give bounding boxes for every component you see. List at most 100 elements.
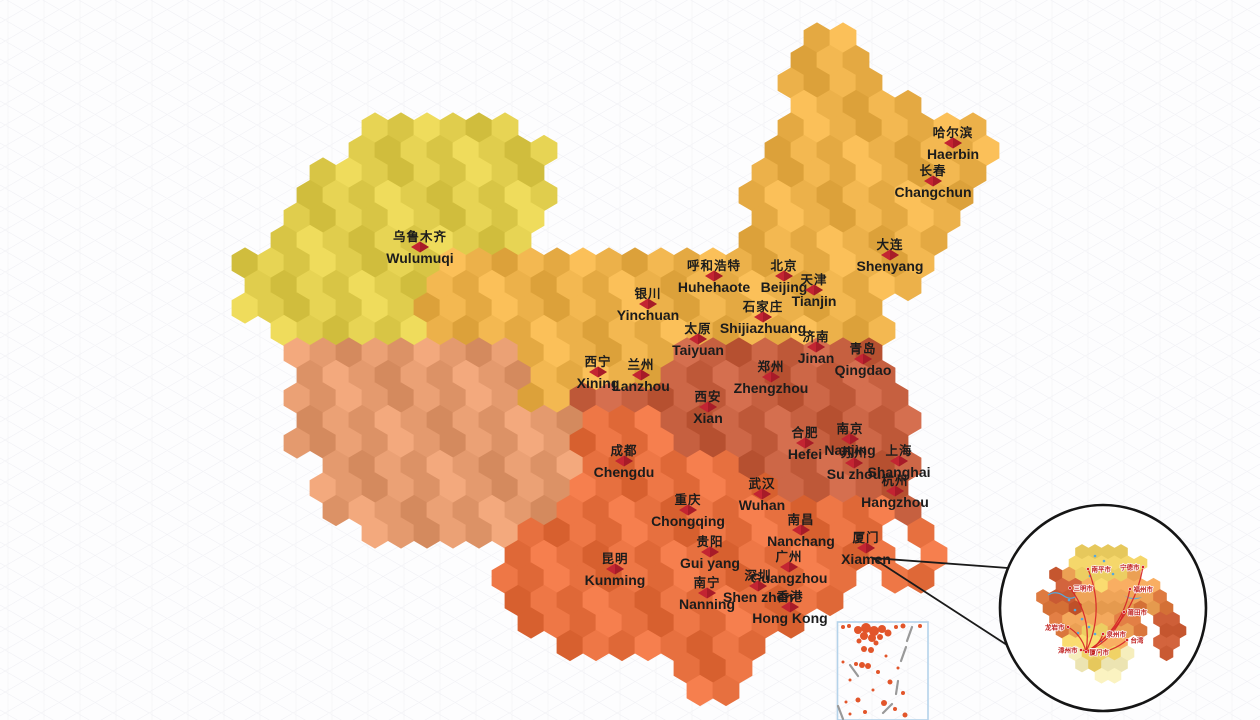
map-hex xyxy=(881,112,909,144)
inset-city-label: 厦门市 xyxy=(1090,647,1110,656)
city-changchun[interactable]: 长春 Changchun xyxy=(895,163,972,200)
city-hefei[interactable]: 合肥 Hefei xyxy=(788,425,822,462)
city-taiyuan[interactable]: 太原 Taiyuan xyxy=(672,321,724,358)
inset-city[interactable]: 莆田市 xyxy=(1122,607,1148,617)
inset-flight-line xyxy=(1069,587,1088,653)
city-shijiazhuang[interactable]: 石家庄 Shijiazhuang xyxy=(720,299,806,336)
city-lanzhou[interactable]: 兰州 Lanzhou xyxy=(612,357,670,394)
city-su-zhou[interactable]: 苏州 Su zhou xyxy=(827,445,881,482)
city-jinan[interactable]: 济南 Jinan xyxy=(798,329,835,366)
city-marker-shade xyxy=(816,341,825,353)
city-nanjing[interactable]: 南京 Nanjing xyxy=(824,421,875,458)
inset-city-dot[interactable] xyxy=(1122,610,1126,614)
inset-city[interactable]: 漳州市 xyxy=(1057,645,1083,655)
map-hex xyxy=(309,292,337,324)
city-name-zh: 贵阳 xyxy=(696,534,723,549)
inset-city-dot[interactable] xyxy=(1128,587,1132,591)
map-hex xyxy=(530,314,558,347)
inset-city-dot[interactable] xyxy=(1141,565,1145,569)
city-gui-yang[interactable]: 贵阳 Gui yang xyxy=(680,534,740,571)
city-shanghai[interactable]: 上海 Shanghai xyxy=(867,443,930,480)
map-hex xyxy=(595,517,623,549)
map-hex xyxy=(621,427,649,459)
map-hex xyxy=(283,337,311,369)
city-yinchuan[interactable]: 银川 Yinchuan xyxy=(617,286,680,323)
city-kunming[interactable]: 昆明 Kunming xyxy=(585,551,646,588)
map-hex xyxy=(725,292,753,324)
city-beijing[interactable]: 北京 Beijing xyxy=(761,258,808,295)
city-qingdao[interactable]: 青岛 Qingdao xyxy=(835,341,892,378)
city-hangzhou[interactable]: 杭州 Hangzhou xyxy=(861,473,929,510)
map-hex xyxy=(842,314,870,347)
map-hex xyxy=(517,292,545,324)
city-nanchang[interactable]: 南昌 Nanchang xyxy=(767,512,835,549)
city-wuhan[interactable]: 武汉 Wuhan xyxy=(739,476,785,513)
island-dot xyxy=(881,700,887,706)
island-dot xyxy=(884,654,888,658)
map-hex xyxy=(387,292,415,324)
inset-city-dot[interactable] xyxy=(1079,648,1083,652)
inset-lake-dot xyxy=(1119,565,1123,569)
map-hex xyxy=(816,224,844,257)
inset-city-dot[interactable] xyxy=(1084,650,1088,654)
map-hex xyxy=(374,179,402,212)
city-xiamen[interactable]: 厦门 Xiamen xyxy=(841,530,891,567)
map-hex xyxy=(517,337,545,369)
map-hex xyxy=(530,269,558,302)
inset-city-dot[interactable] xyxy=(1101,632,1105,636)
inset-city[interactable]: 三明市 xyxy=(1068,583,1094,593)
city-name-pinyin: Taiyuan xyxy=(672,342,724,358)
inset-city-dot[interactable] xyxy=(1068,586,1072,590)
map-hex xyxy=(478,449,506,482)
city-marker-shade xyxy=(641,369,650,381)
map-hex xyxy=(335,247,363,279)
inset-city-dot[interactable] xyxy=(1066,625,1070,629)
map-hex xyxy=(582,314,610,347)
inset-city-dot[interactable] xyxy=(1125,638,1129,642)
city-shen-zhen[interactable]: 深圳 Shen zhen xyxy=(723,568,793,605)
city-tianjin[interactable]: 天津 Tianjin xyxy=(792,272,837,309)
map-hex xyxy=(621,247,649,279)
map-hex xyxy=(803,292,831,324)
city-chengdu[interactable]: 成都 Chengdu xyxy=(594,443,655,480)
city-zhengzhou[interactable]: 郑州 Zhengzhou xyxy=(734,359,809,396)
city-hong-kong[interactable]: 香港 Hong Kong xyxy=(752,589,827,626)
map-hex xyxy=(764,179,792,212)
map-hex xyxy=(738,539,766,572)
city-name-zh: 杭州 xyxy=(881,473,908,488)
city-chongqing[interactable]: 重庆 Chongqing xyxy=(651,492,725,529)
map-hex xyxy=(660,494,688,527)
city-xining[interactable]: 西宁 Xining xyxy=(577,354,620,391)
map-hex xyxy=(283,202,311,234)
inset-city[interactable]: 南平市 xyxy=(1086,564,1112,574)
inset-city[interactable]: 台湾 xyxy=(1125,635,1145,645)
city-name-pinyin: Chengdu xyxy=(594,464,655,480)
inset-city[interactable]: 厦门市 xyxy=(1084,647,1110,657)
map-hex xyxy=(413,427,441,459)
city-nanning[interactable]: 南宁 Nanning xyxy=(679,575,735,612)
city-xian[interactable]: 西安 Xian xyxy=(693,389,723,426)
map-hex xyxy=(530,539,558,572)
map-hex xyxy=(374,494,402,527)
city-guangzhou[interactable]: 广州 Guangzhou xyxy=(751,549,828,586)
map-hex xyxy=(881,157,909,189)
map-hex xyxy=(439,382,467,414)
inset-city[interactable]: 宁德市 xyxy=(1119,562,1145,572)
inset-city[interactable]: 龙岩市 xyxy=(1043,622,1070,632)
city-marker-shade xyxy=(790,601,799,613)
city-shenyang[interactable]: 大连 Shenyang xyxy=(857,237,924,274)
inset-city-dot[interactable] xyxy=(1086,567,1090,571)
city-name-pinyin: Hong Kong xyxy=(752,610,827,626)
inset-city[interactable]: 福州市 xyxy=(1128,584,1154,594)
map-hex xyxy=(348,494,376,527)
inset-hex xyxy=(1094,645,1109,662)
city-haerbin[interactable]: 哈尔滨 Haerbin xyxy=(927,125,979,162)
city-marker-shade xyxy=(714,270,723,282)
city-wulumuqi[interactable]: 乌鲁木齐 Wulumuqi xyxy=(386,229,453,266)
city-name-pinyin: Xining xyxy=(577,375,620,391)
map-hex xyxy=(790,404,818,437)
inset-city[interactable]: 泉州市 xyxy=(1101,629,1127,639)
city-marker-shade xyxy=(801,524,810,536)
city-marker-shade xyxy=(771,371,780,383)
city-huhehaote[interactable]: 呼和浩特 Huhehaote xyxy=(678,258,751,295)
